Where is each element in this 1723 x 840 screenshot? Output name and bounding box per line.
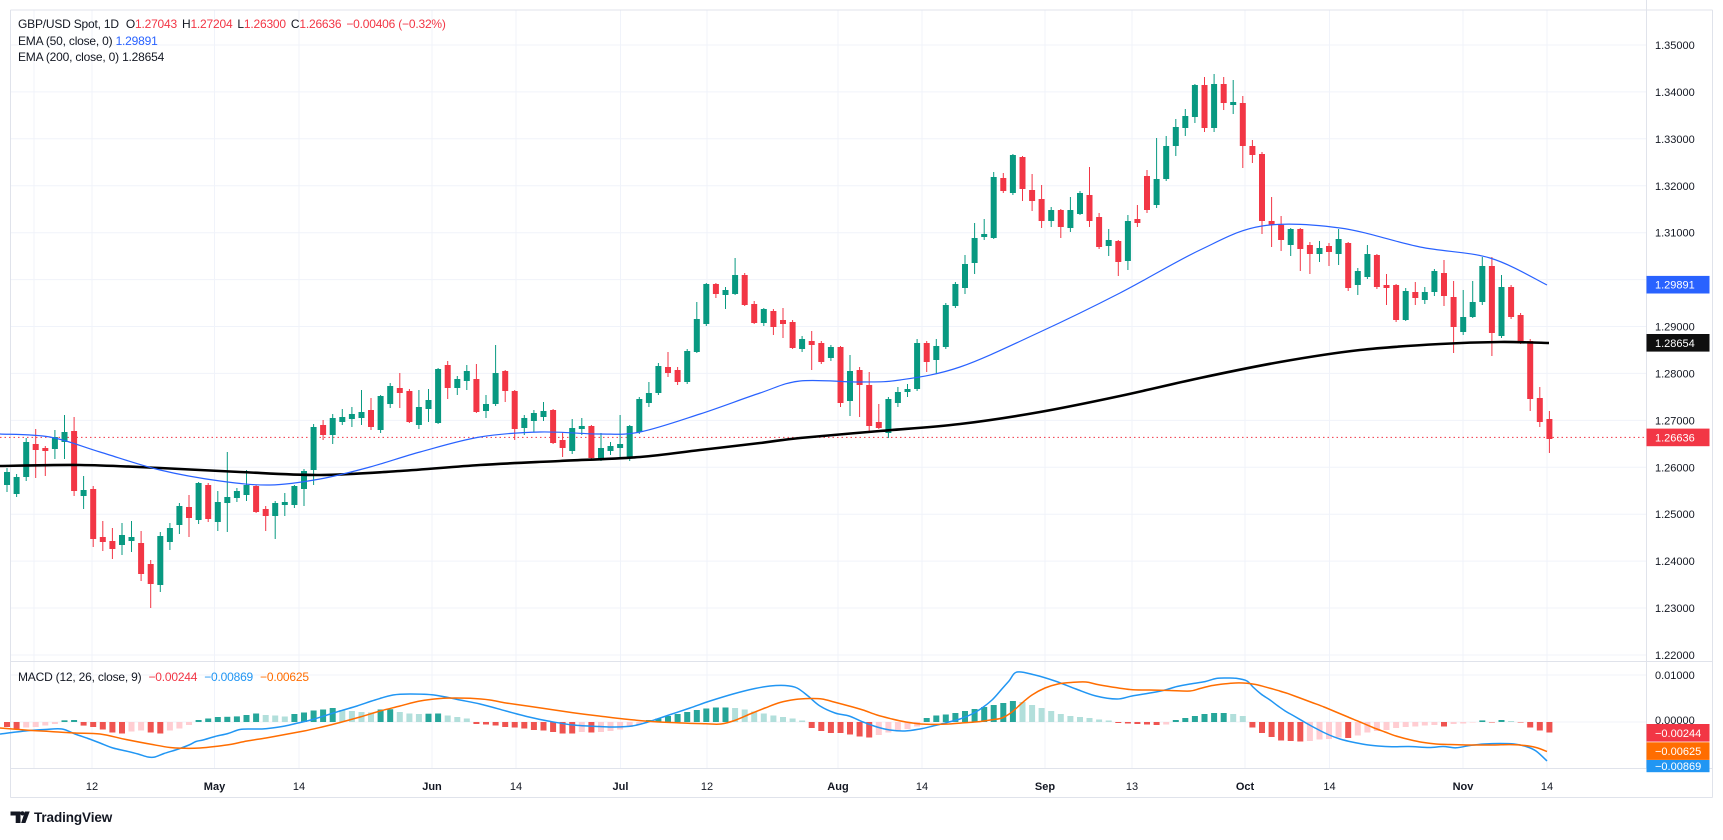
svg-text:Nov: Nov — [1453, 781, 1475, 793]
svg-text:14: 14 — [293, 781, 305, 793]
svg-text:1.32000: 1.32000 — [1655, 181, 1695, 193]
svg-text:EMA (50, close, 0) 1.29891: EMA (50, close, 0) 1.29891 — [18, 34, 158, 48]
svg-text:−0.00869: −0.00869 — [1655, 761, 1701, 773]
svg-text:TradingView: TradingView — [34, 810, 113, 825]
svg-text:0.01000: 0.01000 — [1655, 670, 1695, 682]
svg-text:1.29000: 1.29000 — [1655, 322, 1695, 334]
svg-text:1.27000: 1.27000 — [1655, 415, 1695, 427]
svg-text:1.31000: 1.31000 — [1655, 228, 1695, 240]
svg-text:1.33000: 1.33000 — [1655, 134, 1695, 146]
svg-text:EMA (200, close, 0) 1.28654: EMA (200, close, 0) 1.28654 — [18, 50, 165, 64]
svg-text:Jul: Jul — [613, 781, 629, 793]
svg-text:1.28654: 1.28654 — [1655, 338, 1695, 350]
svg-text:−0.00244: −0.00244 — [1655, 728, 1701, 740]
svg-text:1.26636: 1.26636 — [1655, 432, 1695, 444]
svg-text:1.24000: 1.24000 — [1655, 556, 1695, 568]
svg-text:1.28000: 1.28000 — [1655, 368, 1695, 380]
svg-text:Aug: Aug — [827, 781, 848, 793]
svg-text:−0.00625: −0.00625 — [1655, 746, 1701, 758]
svg-text:1.35000: 1.35000 — [1655, 40, 1695, 52]
svg-text:14: 14 — [510, 781, 522, 793]
svg-text:Oct: Oct — [1236, 781, 1255, 793]
svg-text:1.25000: 1.25000 — [1655, 509, 1695, 521]
svg-text:1.29891: 1.29891 — [1655, 280, 1695, 292]
svg-text:14: 14 — [916, 781, 928, 793]
svg-text:Jun: Jun — [422, 781, 442, 793]
svg-text:14: 14 — [1541, 781, 1553, 793]
svg-text:1.23000: 1.23000 — [1655, 603, 1695, 615]
svg-text:MACD (12, 26, close, 9)−0.0024: MACD (12, 26, close, 9) −0.00244 −0.00869−… — [18, 670, 309, 684]
svg-text:Sep: Sep — [1035, 781, 1055, 793]
svg-text:1.26000: 1.26000 — [1655, 462, 1695, 474]
svg-text:12: 12 — [701, 781, 713, 793]
svg-text:14: 14 — [1323, 781, 1335, 793]
svg-text:1.22000: 1.22000 — [1655, 650, 1695, 662]
svg-text:12: 12 — [86, 781, 98, 793]
svg-text:May: May — [204, 781, 226, 793]
svg-text:1.34000: 1.34000 — [1655, 87, 1695, 99]
svg-text:13: 13 — [1126, 781, 1138, 793]
